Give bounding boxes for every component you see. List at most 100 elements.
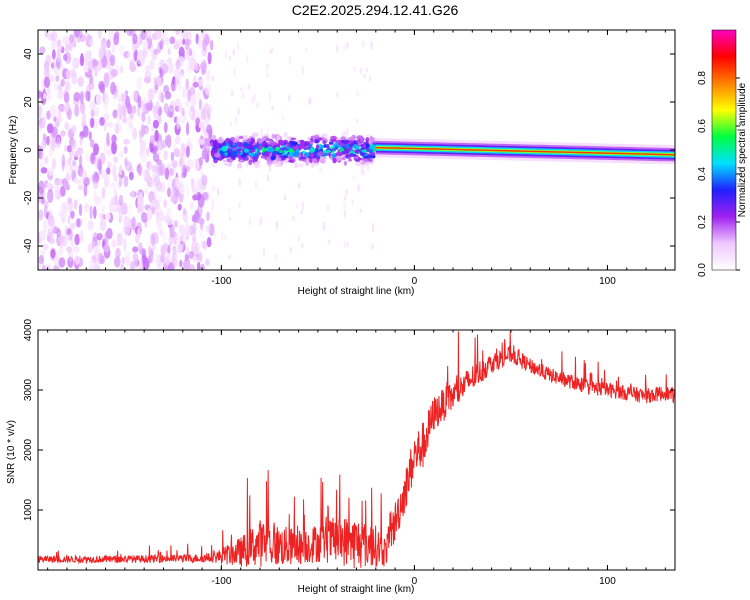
spectrogram-cell (80, 169, 88, 180)
spectrogram-cell (93, 246, 100, 257)
spectrogram-cell (58, 257, 66, 268)
spectrogram-cell (136, 76, 143, 90)
spectrogram-cell (335, 44, 339, 53)
spectrogram-cell (231, 89, 234, 97)
spectrogram-cell (65, 157, 72, 171)
x-tick-label-2: 100 (599, 576, 616, 587)
spectrogram-cell (261, 147, 266, 153)
spectrogram-cell (247, 83, 251, 91)
spectrogram-cell (79, 91, 84, 105)
spectrogram-cell (79, 54, 85, 67)
spectrogram-cell (93, 117, 99, 129)
spectrogram-cell (99, 116, 105, 126)
spectrogram-cell (357, 183, 360, 192)
spectrogram-cell (159, 227, 163, 236)
spectrogram-cell (201, 30, 206, 41)
spectrogram-cell (197, 78, 204, 87)
spectrogram-cell (185, 247, 190, 256)
spectrogram-cell (224, 234, 227, 240)
spectrogram-cell (191, 240, 196, 252)
spectrogram-cell (114, 256, 121, 268)
spectrogram-cell (251, 132, 259, 137)
spectrogram-cell (142, 39, 149, 50)
spectrogram-cell (189, 57, 197, 71)
spectrogram-cell (342, 155, 346, 161)
spectrogram-cell (326, 204, 330, 212)
spectrogram-cell (173, 220, 178, 228)
spectrogram-cell (201, 148, 207, 160)
spectrogram-cell (212, 140, 219, 147)
spectrogram-cell (229, 121, 233, 127)
spectrogram-cell (251, 151, 255, 157)
spectrogram-cell (147, 88, 155, 101)
spectrogram-cell (243, 148, 249, 153)
spectrogram-cell (62, 35, 69, 45)
spectrogram-cell (174, 40, 179, 50)
spectrogram-cell (79, 30, 83, 39)
spectrogram-cell (179, 259, 183, 268)
spectrogram-cell (290, 141, 298, 146)
spectrogram-cell (192, 255, 199, 262)
spectrogram-cell (70, 201, 74, 210)
spectrogram-cell (362, 41, 365, 49)
spectrogram-cell (154, 30, 162, 40)
spectrogram-cell (307, 137, 312, 141)
spectrogram-cell (294, 162, 298, 169)
spectrogram-cell (275, 253, 278, 261)
spectrogram-cell (140, 123, 145, 138)
spectrogram-cell (67, 256, 74, 268)
spectrogram-cell (93, 143, 99, 156)
spectrogram-cell (266, 127, 270, 132)
spectrogram-cell (246, 138, 252, 143)
spectrogram-cell (197, 217, 205, 225)
spectrogram-cell (185, 78, 189, 91)
spectrogram-cell (87, 243, 93, 254)
spectrogram-cell (343, 44, 346, 51)
spectrogram-cell (201, 240, 208, 249)
spectrogram-cell (152, 119, 159, 129)
spectrogram-cell (64, 225, 67, 235)
spectrogram-cell (238, 136, 244, 139)
spectrogram-cell (79, 101, 86, 115)
spectrogram-cell (264, 152, 270, 157)
spectrogram-cell (52, 157, 56, 170)
spectrogram-cell (149, 59, 155, 71)
spectrogram-cell (220, 232, 224, 241)
spectrogram-cell (143, 187, 149, 195)
spectrogram-cell (356, 90, 359, 97)
spectrogram-cell (162, 242, 169, 252)
spectrogram-cell (282, 115, 285, 122)
spectrogram-cell (254, 180, 258, 190)
spectrogram-cell (247, 144, 253, 149)
spectrogram-cell (182, 38, 186, 45)
spectrogram-cell (164, 256, 170, 266)
spectrogram-cell (266, 161, 273, 164)
spectrogram-cell (101, 169, 108, 179)
spectrogram-cell (155, 84, 159, 91)
spectrogram-cell (106, 227, 113, 240)
spectrogram-cell (323, 143, 327, 148)
colorbar-tick-label-1: 0.2 (697, 215, 708, 229)
spectrogram-cell (204, 35, 210, 46)
spectrogram-cell (185, 216, 189, 227)
spectrogram-cell (276, 135, 280, 141)
spectrogram-cell (167, 177, 174, 191)
spectrogram-cell (343, 209, 346, 218)
spectrogram-cell (185, 145, 190, 158)
spectrogram-cell (140, 30, 147, 40)
spectrogram-cell (46, 135, 50, 146)
spectrogram-cell (330, 138, 337, 143)
spectrogram-cell (136, 51, 144, 65)
snr-series-line (38, 331, 675, 569)
spectrogram-cell (145, 102, 153, 111)
spectrogram-cell (79, 154, 83, 168)
x-tick-label-1: 0 (412, 576, 418, 587)
spectrogram-cell (193, 75, 197, 84)
spectrogram-cell (194, 209, 200, 223)
spectrogram-cell (212, 163, 215, 169)
spectrogram-cell (289, 246, 292, 253)
spectrogram-cell (173, 78, 180, 85)
spectrogram-cell (95, 92, 102, 106)
spectrogram-cell (176, 116, 180, 130)
spectrogram-cell (70, 164, 74, 174)
